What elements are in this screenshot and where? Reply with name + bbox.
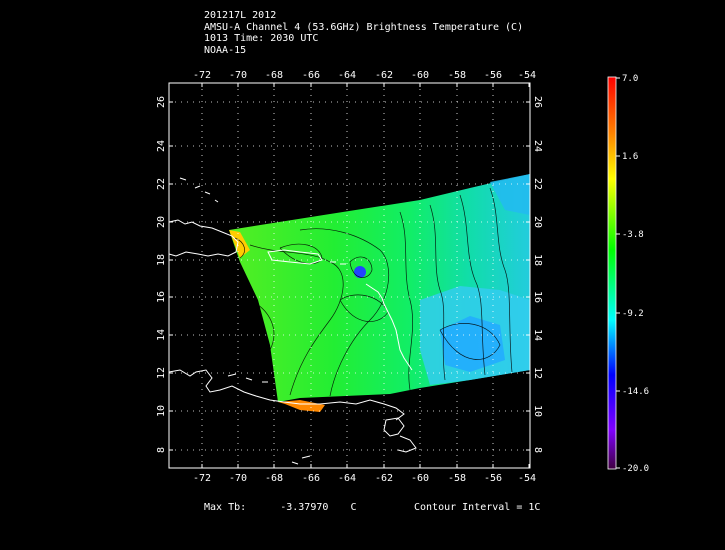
colorbar: 7.0 1.6 -3.8 -9.2 -14.6 -20.0: [607, 74, 649, 474]
max-tb-label: Max Tb:: [204, 502, 247, 513]
lat-label-right: 20: [532, 216, 543, 228]
lon-label-bottom: -54: [518, 473, 536, 484]
lat-labels-right: 8 10 12 14 16 18 20 22 24 26: [532, 96, 543, 453]
map-frame: [168, 82, 531, 469]
max-tb-unit: C: [350, 502, 357, 513]
lat-label-right: 24: [532, 140, 543, 152]
swath-layer: [229, 174, 530, 412]
lat-label-right: 22: [532, 178, 543, 190]
hispaniola-coast: [168, 219, 239, 257]
lon-labels-bottom: -72 -70 -68 -66 -64 -62 -60 -58 -56 -54: [193, 473, 536, 484]
lat-label-left: 20: [156, 216, 167, 228]
lon-label-top: -62: [375, 70, 393, 81]
lon-label-bottom: -68: [265, 473, 283, 484]
lon-label-top: -70: [229, 70, 247, 81]
lon-label-bottom: -60: [411, 473, 429, 484]
lat-label-right: 26: [532, 96, 543, 108]
lon-label-top: -56: [484, 70, 502, 81]
lat-label-right: 12: [532, 367, 543, 379]
lon-label-bottom: -66: [302, 473, 320, 484]
lon-label-bottom: -72: [193, 473, 211, 484]
lat-label-left: 12: [156, 367, 167, 379]
lat-label-right: 10: [532, 405, 543, 417]
frame-ticks: [169, 83, 530, 468]
lat-labels-left: 8 10 12 14 16 18 20 22 24 26: [156, 96, 167, 453]
orinoco-coast: [291, 455, 311, 465]
lat-label-right: 18: [532, 254, 543, 266]
lat-label-right: 8: [532, 447, 543, 453]
lon-label-top: -66: [302, 70, 320, 81]
lat-label-right: 14: [532, 329, 543, 341]
colorbar-label: -9.2: [622, 309, 644, 319]
lat-label-left: 26: [156, 96, 167, 108]
colorbar-label: 1.6: [622, 152, 638, 162]
puerto-rico-coast: [267, 249, 323, 265]
colorbar-label: -20.0: [622, 464, 649, 474]
lat-label-left: 8: [156, 447, 167, 453]
graticule: [169, 83, 530, 468]
curacao-coast: [227, 373, 268, 383]
lon-labels-top: -72 -70 -68 -66 -64 -62 -60 -58 -56 -54: [193, 70, 536, 81]
virgin-islands: [330, 261, 346, 265]
cold-eye: [354, 266, 366, 278]
lon-label-bottom: -58: [448, 473, 466, 484]
lon-label-bottom: -70: [229, 473, 247, 484]
lon-label-top: -68: [265, 70, 283, 81]
contours: [234, 187, 513, 401]
max-tb-readout: Max Tb: -3.37970 C: [204, 502, 356, 513]
title-line-storm: 201217L 2012: [204, 10, 277, 21]
title-line-time: 1013 Time: 2030 UTC: [204, 33, 319, 44]
lat-label-left: 10: [156, 405, 167, 417]
cold-core: [440, 316, 505, 372]
lon-label-top: -60: [411, 70, 429, 81]
lat-label-left: 18: [156, 254, 167, 266]
colorbar-label: -14.6: [622, 387, 649, 397]
trinidad-coast: [383, 417, 405, 437]
lon-label-top: -58: [448, 70, 466, 81]
colorbar-label: -3.8: [622, 230, 644, 240]
title-line-satellite: NOAA-15: [204, 44, 247, 56]
colorbar-gradient: [607, 76, 617, 470]
lat-label-right: 16: [532, 291, 543, 303]
south-coast-inland: [397, 435, 417, 453]
venezuela-coast: [168, 369, 405, 421]
contour-interval: Contour Interval = 1C: [414, 502, 541, 513]
lat-label-left: 14: [156, 329, 167, 341]
coastlines: [168, 177, 417, 465]
title-block: 201217L 2012 AMSU-A Channel 4 (53.6GHz) …: [204, 10, 523, 56]
northern-islands: [179, 177, 219, 203]
lon-label-bottom: -56: [484, 473, 502, 484]
title-line-product: AMSU-A Channel 4 (53.6GHz) Brightness Te…: [204, 21, 524, 33]
lon-label-top: -54: [518, 70, 536, 81]
lon-label-top: -72: [193, 70, 211, 81]
lon-label-top: -64: [338, 70, 356, 81]
lat-label-left: 22: [156, 178, 167, 190]
antilles-chain: [365, 283, 413, 371]
max-tb-value: -3.37970: [280, 502, 329, 513]
lat-label-left: 16: [156, 291, 167, 303]
lon-label-bottom: -62: [375, 473, 393, 484]
lon-label-bottom: -64: [338, 473, 356, 484]
lat-label-left: 24: [156, 140, 167, 152]
colorbar-label: 7.0: [622, 74, 638, 84]
